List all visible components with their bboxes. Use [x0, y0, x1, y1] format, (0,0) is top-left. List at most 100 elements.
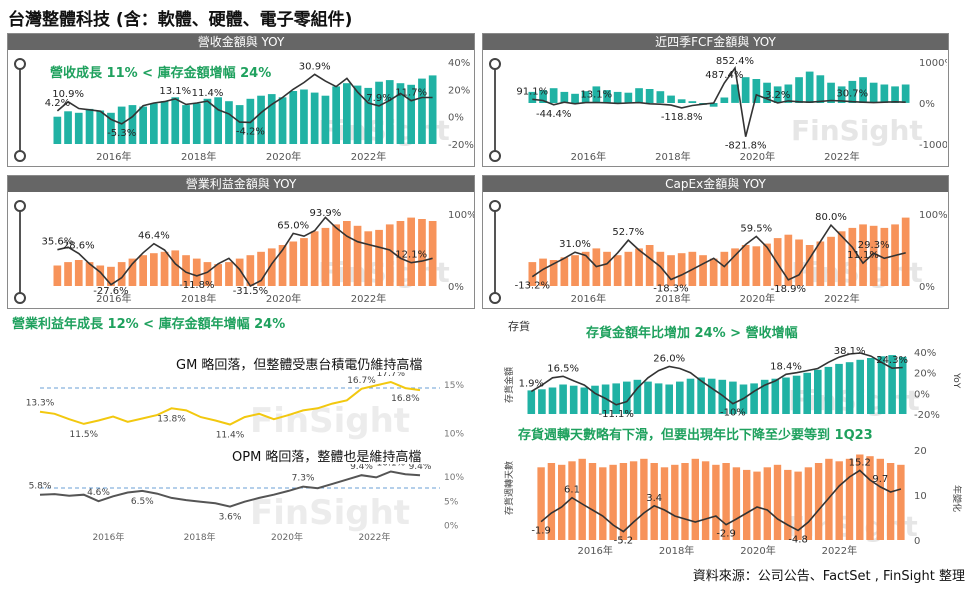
- chart-bar: [214, 97, 222, 144]
- data-label: 30.9%: [299, 61, 331, 72]
- y-tick-label: 0%: [448, 113, 464, 124]
- opm-chart: FinSight5.8%4.6%6.5%3.6%7.3%9.4%10.1%9.4…: [29, 464, 465, 543]
- revenue-panel: 營收金額與 YOY FinSight 4.2% 10.9% -5.3% 13.1% 11.…: [7, 33, 475, 167]
- chart-bar: [547, 463, 556, 540]
- y-tick-label: 0%: [914, 389, 930, 400]
- chart-bar: [128, 105, 137, 144]
- yoy-line: [56, 73, 433, 125]
- chart-bar: [310, 92, 319, 144]
- y-tick-label: 20%: [914, 369, 936, 380]
- capex-range-slider[interactable]: [489, 200, 501, 304]
- data-label: 13.1%: [159, 86, 191, 97]
- data-label: 65.0%: [277, 220, 309, 231]
- data-label: 46.4%: [138, 231, 170, 242]
- data-label: 7.3%: [292, 474, 315, 484]
- chart-bar: [676, 381, 684, 414]
- chart-bar: [691, 458, 699, 540]
- chart-bar: [332, 86, 340, 144]
- chart-bar: [612, 383, 620, 414]
- inventory-chart: FinSight1.9%16.5%-11.1%26.0%-10%18.4%38.…: [503, 346, 961, 421]
- chart-bar: [375, 81, 383, 144]
- x-tick-label: 2022年: [358, 531, 390, 543]
- data-label: 93.9%: [310, 208, 342, 219]
- slider-knob-icon[interactable]: [489, 58, 501, 70]
- slider-knob-icon[interactable]: [14, 58, 26, 70]
- y-tick-label: 40%: [914, 348, 936, 359]
- data-label: 13.8%: [157, 414, 186, 424]
- data-label: 38.1%: [834, 346, 866, 357]
- chart-bar: [816, 241, 825, 286]
- x-tick-label: 2016年: [571, 150, 606, 163]
- data-label: 16.5%: [547, 363, 579, 374]
- chart-bar: [549, 88, 558, 103]
- chart-bar: [688, 101, 697, 103]
- chart-bar: [96, 110, 105, 144]
- data-label: 52.7%: [612, 227, 644, 238]
- opm-note: OPM 略回落，整體也是維持高檔: [232, 450, 422, 465]
- chart-bar: [428, 221, 437, 286]
- slider-knob-icon[interactable]: [489, 292, 501, 304]
- chart-bar: [396, 221, 405, 286]
- chart-bar: [548, 387, 557, 414]
- y-tick-label: 0: [914, 536, 920, 547]
- chart-bar: [623, 381, 631, 414]
- chart-bar: [538, 389, 546, 414]
- chart-bar: [289, 241, 298, 286]
- chart-bar: [624, 92, 633, 103]
- chart-bar: [235, 105, 244, 144]
- gm-chart: FinSight 13.3% 11.5% 13.8% 11.4% 16.7%17.7% 16…: [26, 372, 465, 441]
- chart-bar: [182, 105, 190, 144]
- chart-bar: [375, 229, 383, 286]
- chart-bar: [848, 227, 857, 286]
- chart-bar: [681, 463, 689, 540]
- watermark-text: FinSight: [250, 401, 410, 441]
- chart-bar: [635, 248, 643, 286]
- chart-bar: [732, 467, 741, 540]
- y-tick-label: -1000%: [919, 140, 947, 151]
- x-tick-label: 2020年: [740, 292, 775, 305]
- fcf-range-slider[interactable]: [489, 58, 501, 162]
- data-label: 80.0%: [815, 212, 847, 223]
- chart-bar: [150, 103, 158, 144]
- chart-bar: [364, 231, 373, 286]
- opinc-panel-title: 營業利益金額與 YOY: [8, 176, 474, 192]
- chart-bar: [837, 86, 846, 103]
- chart-bar: [364, 87, 373, 144]
- revenue-range-slider[interactable]: [14, 58, 26, 162]
- slider-knob-icon[interactable]: [14, 150, 26, 162]
- x-tick-label: 2018年: [181, 150, 216, 163]
- chart-bar: [856, 359, 864, 414]
- slider-knob-icon[interactable]: [14, 292, 26, 304]
- chart-bar: [677, 99, 686, 103]
- data-label: 3.6%: [219, 513, 242, 523]
- x-tick-label: 2018年: [184, 531, 216, 543]
- chart-bar: [697, 377, 705, 414]
- data-label: -821.8%: [725, 141, 767, 152]
- chart-bar: [571, 93, 579, 103]
- chart-bar: [160, 101, 169, 144]
- x-tick-label: 2018年: [655, 292, 690, 305]
- chart-bar: [581, 251, 590, 286]
- chart-bar: [869, 82, 878, 103]
- chart-bar: [246, 255, 255, 286]
- chart-bar: [707, 378, 716, 414]
- slider-knob-icon[interactable]: [489, 200, 501, 212]
- opinc-range-slider[interactable]: [14, 200, 26, 304]
- chart-bar: [805, 245, 814, 286]
- chart-bar: [835, 461, 843, 540]
- data-label: -27.6%: [93, 286, 128, 297]
- chart-bar: [667, 255, 675, 286]
- dio-note: 存貨週轉天數略有下滑，但要出現年比下降至少要等到 1Q23: [518, 428, 873, 443]
- y-tick-label: 0%: [919, 282, 935, 293]
- x-tick-label: 2020年: [740, 150, 775, 163]
- chart-bar: [588, 463, 597, 540]
- slider-knob-icon[interactable]: [14, 200, 26, 212]
- data-label: 7.9%: [366, 93, 391, 104]
- chart-bar: [677, 253, 686, 286]
- chart-bar: [267, 248, 276, 286]
- chart-bar: [650, 463, 658, 540]
- slider-knob-icon[interactable]: [489, 150, 501, 162]
- chart-bar: [886, 463, 895, 540]
- chart-bar: [613, 255, 622, 286]
- chart-bar: [619, 463, 628, 540]
